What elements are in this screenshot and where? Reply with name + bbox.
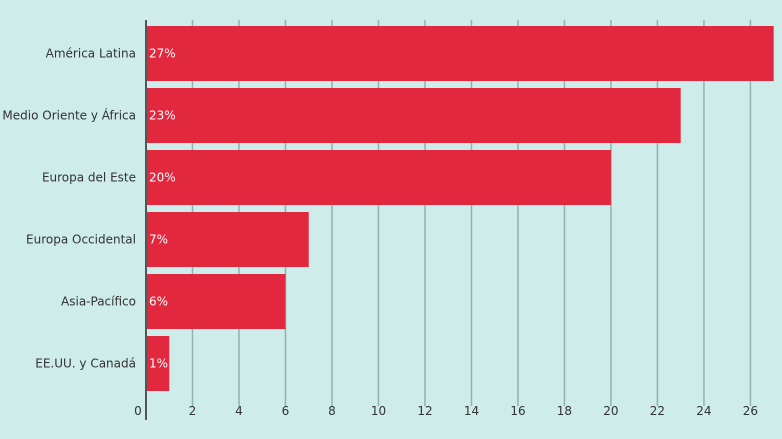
- x-tick-label: 2: [189, 404, 197, 418]
- bar: [146, 150, 611, 205]
- x-tick-label: 4: [235, 404, 243, 418]
- x-tick-label: 10: [371, 404, 386, 418]
- bars: 27% 23% 20% 7% 6% 1%: [146, 26, 774, 391]
- category-label: EE.UU. y Canadá: [35, 357, 136, 371]
- bar: [146, 274, 286, 329]
- category-label: Europa Occidental: [26, 233, 136, 247]
- bar: [146, 212, 309, 267]
- x-tick-label: 16: [510, 404, 525, 418]
- bar: [146, 336, 170, 391]
- x-tick-label: 14: [464, 404, 479, 418]
- category-label: Europa del Este: [42, 171, 136, 185]
- x-tick-label: 8: [328, 404, 336, 418]
- grid-lines: [191, 20, 752, 406]
- category-labels: América Latina Medio Oriente y África Euro…: [2, 47, 136, 371]
- x-axis-ticks: 0 2 4 6 8 10 12 14 16 18 20 22 24 26: [134, 404, 758, 418]
- x-tick-label: 12: [417, 404, 432, 418]
- bar-data-label: 7%: [149, 233, 168, 247]
- bar-data-label: 20%: [149, 171, 176, 185]
- x-tick-label: 22: [650, 404, 665, 418]
- x-tick-label: 0: [134, 404, 142, 418]
- x-tick-label: 20: [603, 404, 618, 418]
- x-tick-label: 26: [743, 404, 758, 418]
- x-tick-label: 24: [696, 404, 711, 418]
- bar-data-label: 27%: [149, 47, 176, 61]
- bar-data-label: 23%: [149, 109, 176, 123]
- bar: [146, 26, 774, 81]
- category-label: América Latina: [46, 47, 136, 61]
- bar-data-label: 1%: [149, 357, 168, 371]
- bar: [146, 88, 681, 143]
- category-label: Medio Oriente y África: [2, 108, 136, 123]
- x-tick-label: 18: [557, 404, 572, 418]
- x-tick-label: 6: [282, 404, 290, 418]
- category-label: Asia-Pacífico: [61, 295, 136, 309]
- bar-data-label: 6%: [149, 295, 168, 309]
